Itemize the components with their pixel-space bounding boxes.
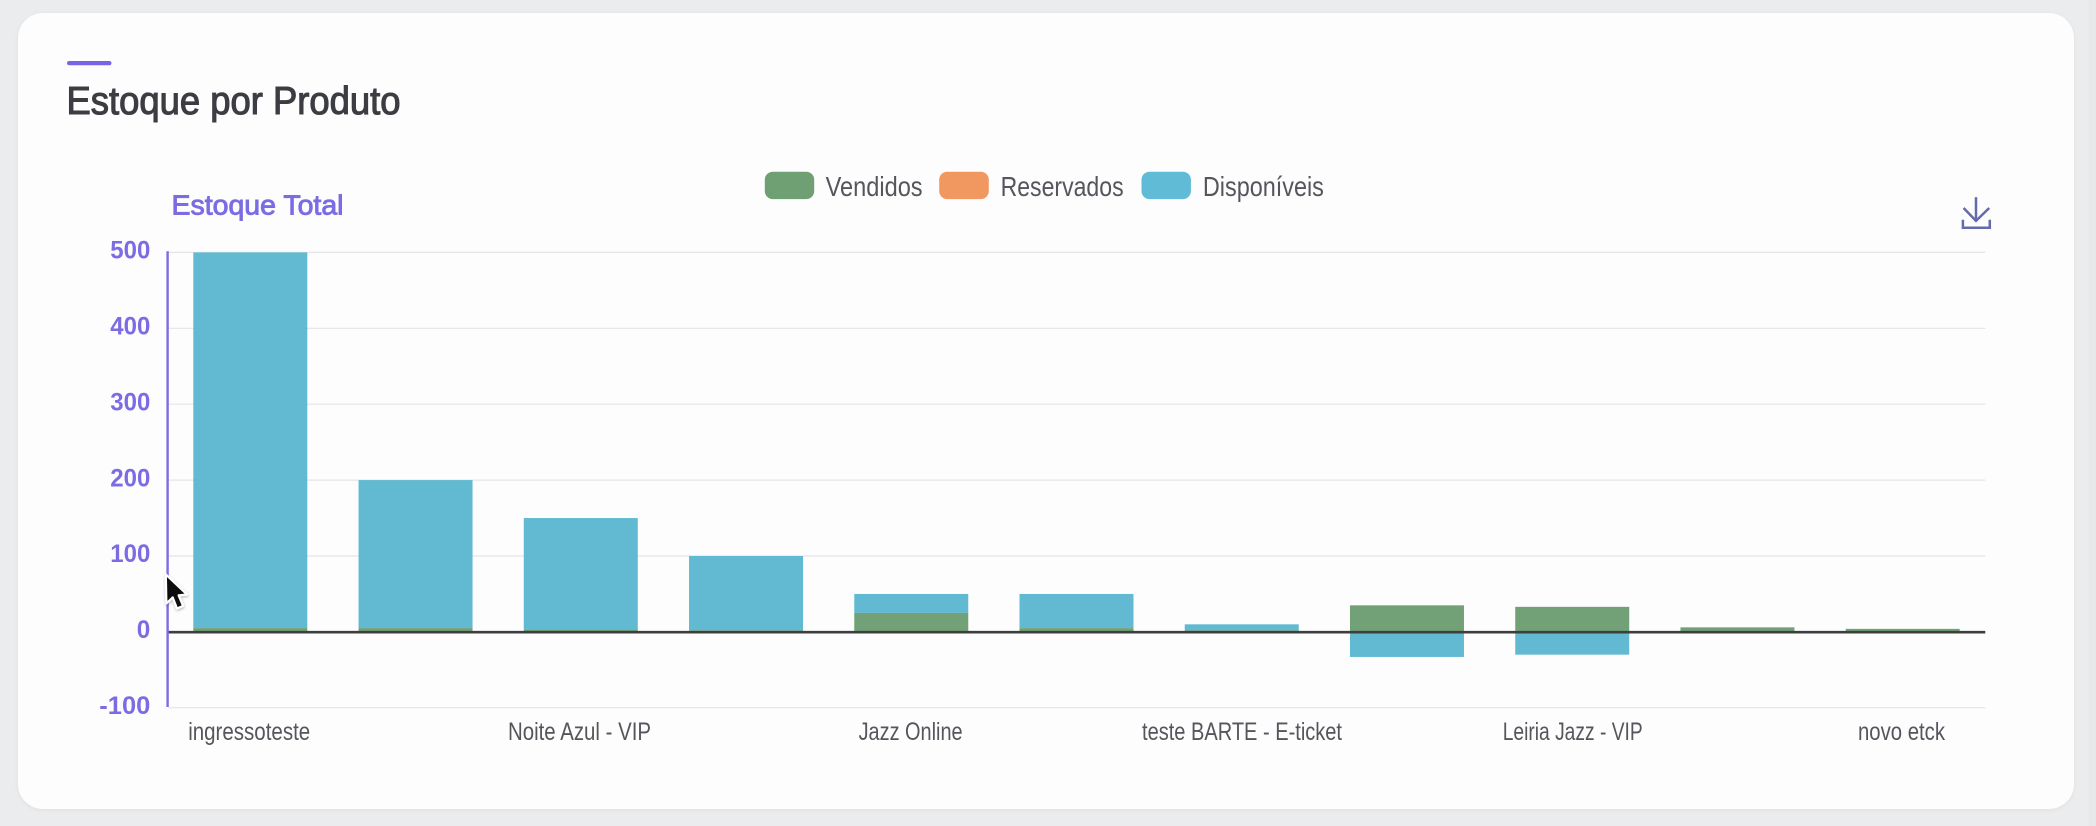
- svg-text:Jazz Online: Jazz Online: [859, 718, 963, 746]
- svg-text:100: 100: [110, 540, 150, 568]
- svg-text:novo etck: novo etck: [1858, 718, 1945, 746]
- svg-text:teste BARTE - E-ticket: teste BARTE - E-ticket: [1142, 718, 1342, 746]
- svg-text:Estoque por Produto: Estoque por Produto: [67, 80, 401, 123]
- svg-text:Leiria Jazz - VIP: Leiria Jazz - VIP: [1503, 718, 1643, 746]
- svg-text:Noite Azul - VIP: Noite Azul - VIP: [508, 718, 651, 746]
- svg-text:200: 200: [110, 464, 150, 492]
- svg-text:Vendidos: Vendidos: [826, 171, 923, 202]
- svg-text:0: 0: [137, 616, 151, 644]
- svg-text:ingressoteste: ingressoteste: [188, 718, 310, 746]
- svg-text:Disponíveis: Disponíveis: [1203, 171, 1324, 202]
- svg-text:400: 400: [110, 313, 150, 341]
- svg-text:500: 500: [110, 237, 150, 265]
- svg-text:Estoque Total: Estoque Total: [172, 190, 344, 221]
- svg-text:Reservados: Reservados: [1001, 171, 1124, 202]
- svg-text:300: 300: [110, 388, 150, 416]
- svg-text:-100: -100: [99, 692, 150, 720]
